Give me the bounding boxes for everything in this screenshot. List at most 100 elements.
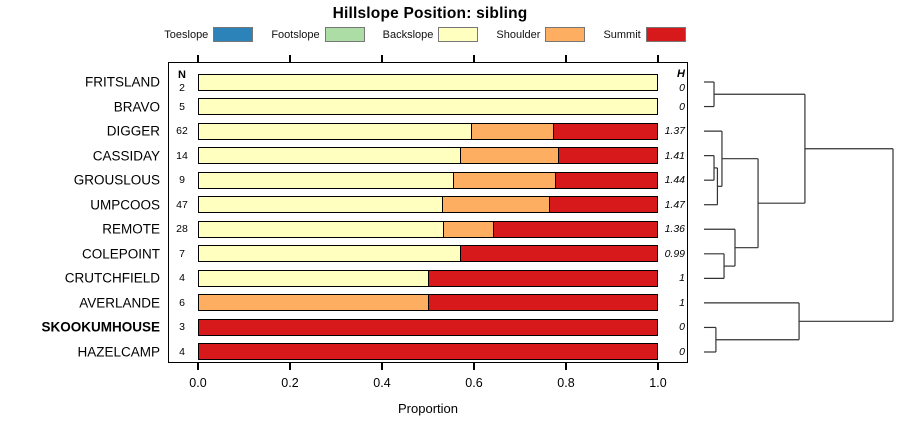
- bar-segment-backslope: [199, 270, 428, 286]
- h-value-grouslous: 1.44: [664, 174, 685, 187]
- x-axis-tick-label: 1.0: [649, 376, 667, 390]
- n-value-remote: 28: [176, 223, 188, 236]
- bar-segment-backslope: [199, 74, 657, 90]
- bar-colepoint: [198, 245, 658, 263]
- row-label-hazelcamp: HAZELCAMP: [77, 344, 160, 360]
- x-axis-tick-bottom: [197, 363, 199, 370]
- bar-hazelcamp: [198, 343, 658, 361]
- bar-averlande: [198, 294, 658, 312]
- bar-segment-backslope: [199, 148, 460, 164]
- bar-segment-shoulder: [471, 123, 553, 139]
- bar-umpcoos: [198, 196, 658, 214]
- h-value-averlande: 1: [679, 296, 685, 309]
- row-label-remote: REMOTE: [102, 221, 160, 237]
- n-value-hazelcamp: 4: [179, 345, 185, 358]
- row-label-cassiday: CASSIDAY: [92, 148, 160, 164]
- n-column-header: N: [178, 69, 186, 81]
- x-axis-tick-bottom: [381, 363, 383, 370]
- n-value-colepoint: 7: [179, 247, 185, 260]
- bar-segment-shoulder: [443, 221, 494, 237]
- row-label-colepoint: COLEPOINT: [81, 246, 160, 262]
- legend-item-footslope: Footslope: [271, 27, 365, 42]
- bar-cassiday: [198, 147, 658, 165]
- legend-item-toeslope: Toeslope: [164, 27, 254, 42]
- row-label-umpcoos: UMPCOOS: [90, 197, 160, 213]
- x-axis-tick-bottom: [289, 363, 291, 370]
- legend-swatch-backslope: [438, 27, 479, 42]
- legend-item-shoulder: Shoulder: [496, 27, 586, 42]
- n-value-fritsland: 2: [179, 81, 185, 94]
- bar-segment-summit: [558, 148, 657, 164]
- h-value-crutchfield: 1: [679, 272, 685, 285]
- bar-segment-summit: [427, 295, 657, 311]
- bar-segment-shoulder: [459, 148, 559, 164]
- legend-label: Footslope: [271, 28, 320, 41]
- row-label-crutchfield: CRUTCHFIELD: [64, 270, 160, 286]
- bar-segment-shoulder: [452, 172, 555, 188]
- row-label-grouslous: GROUSLOUS: [73, 172, 160, 188]
- x-axis-tick-label: 0.0: [189, 376, 207, 390]
- h-value-cassiday: 1.41: [664, 149, 685, 162]
- bar-segment-summit: [493, 221, 658, 237]
- x-axis-tick-top: [473, 55, 475, 62]
- legend-swatch-summit: [645, 27, 686, 42]
- legend-swatch-shoulder: [545, 27, 586, 42]
- n-value-skookumhouse: 3: [179, 321, 185, 334]
- h-value-remote: 1.36: [664, 223, 685, 236]
- dendrogram: [704, 81, 894, 353]
- bar-segment-summit: [427, 270, 657, 286]
- bar-grouslous: [198, 171, 658, 189]
- n-value-averlande: 6: [179, 296, 185, 309]
- h-value-hazelcamp: 0: [679, 345, 685, 358]
- legend-swatch-toeslope: [213, 27, 254, 42]
- h-value-colepoint: 0.99: [664, 247, 685, 260]
- bar-skookumhouse: [198, 318, 658, 336]
- h-value-digger: 1.37: [664, 125, 685, 138]
- legend-item-backslope: Backslope: [383, 27, 479, 42]
- row-label-bravo: BRAVO: [113, 99, 160, 115]
- legend-label: Summit: [603, 28, 641, 41]
- bar-fritsland: [198, 73, 658, 91]
- h-value-umpcoos: 1.47: [664, 198, 685, 211]
- x-axis-tick-top: [565, 55, 567, 62]
- n-value-cassiday: 14: [176, 149, 188, 162]
- x-axis-title: Proportion: [398, 401, 458, 416]
- bar-segment-backslope: [199, 246, 460, 262]
- legend-item-summit: Summit: [603, 27, 686, 42]
- bar-remote: [198, 220, 658, 238]
- x-axis-tick-bottom: [657, 363, 659, 370]
- legend-label: Backslope: [382, 28, 434, 41]
- row-label-averlande: AVERLANDE: [79, 295, 160, 311]
- n-value-bravo: 5: [179, 100, 185, 113]
- n-value-umpcoos: 47: [176, 198, 188, 211]
- bar-segment-shoulder: [441, 197, 550, 213]
- row-label-digger: DIGGER: [106, 123, 160, 139]
- x-axis-tick-label: 0.6: [465, 376, 483, 390]
- x-axis-tick-label: 0.2: [281, 376, 299, 390]
- bar-segment-shoulder: [199, 295, 428, 311]
- bar-segment-backslope: [199, 172, 453, 188]
- x-axis-tick-label: 0.8: [557, 376, 575, 390]
- plot-box: [168, 62, 688, 363]
- h-value-bravo: 0: [679, 100, 685, 113]
- legend-label: Shoulder: [496, 28, 541, 41]
- bar-segment-backslope: [199, 197, 442, 213]
- legend-label: Toeslope: [164, 28, 209, 41]
- x-axis-tick-top: [657, 55, 659, 62]
- x-axis-tick-top: [381, 55, 383, 62]
- bar-segment-backslope: [199, 221, 444, 237]
- bar-segment-backslope: [199, 99, 657, 115]
- bar-segment-summit: [549, 197, 657, 213]
- bar-segment-summit: [199, 319, 657, 335]
- chart-title: Hillslope Position: sibling: [332, 5, 528, 22]
- bar-segment-summit: [552, 123, 658, 139]
- x-axis-tick-top: [197, 55, 199, 62]
- legend-swatch-footslope: [324, 27, 365, 42]
- bar-segment-summit: [459, 246, 657, 262]
- h-column-header: H: [677, 68, 685, 80]
- bar-bravo: [198, 98, 658, 116]
- x-axis-tick-top: [289, 55, 291, 62]
- legend: Toeslope Footslope Backslope Shoulder Summit: [0, 27, 850, 42]
- n-value-grouslous: 9: [179, 174, 185, 187]
- h-value-skookumhouse: 0: [679, 321, 685, 334]
